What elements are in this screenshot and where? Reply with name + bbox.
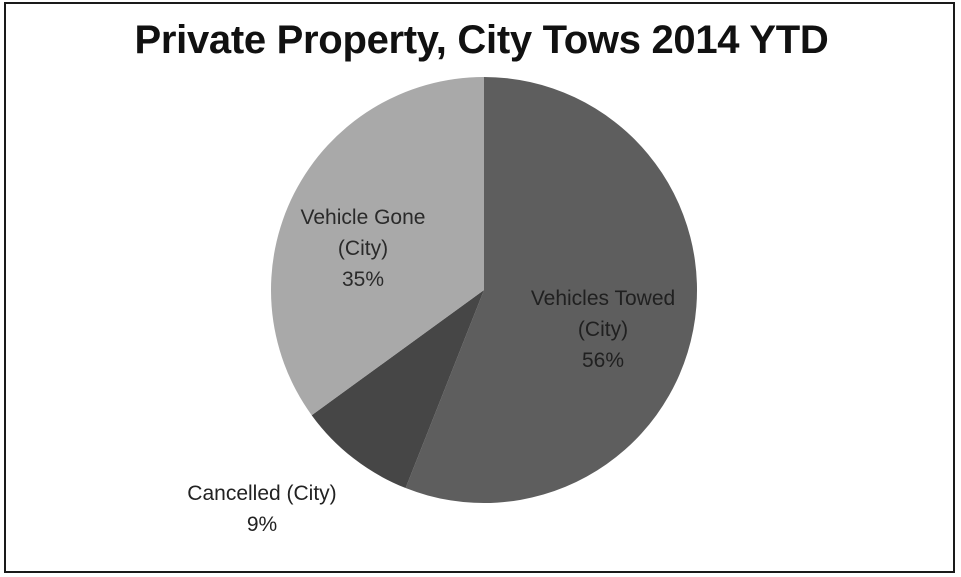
slice-name-line: (City) [578,318,628,341]
pie-slices [270,76,698,503]
data-label-vehicle-gone-city: Vehicle Gone (City) 35% [301,206,426,291]
slice-percent: 9% [247,513,277,536]
pie-slice-cancelled-city [311,290,484,489]
slice-name-line: Vehicle Gone [301,206,426,229]
pie-slice-vehicle-gone-city [270,76,484,416]
data-label-vehicles-towed-city: Vehicles Towed (City) 56% [531,287,675,372]
slice-name-line: Cancelled (City) [187,482,336,505]
slice-name-line: (City) [338,237,388,260]
pie-labels: Vehicles Towed (City) 56% Cancelled (City) 9… [187,206,675,536]
slice-percent: 56% [582,349,624,372]
pie-slice-vehicles-towed-city [405,77,698,503]
data-label-cancelled-city: Cancelled (City) 9% [187,482,336,536]
slice-percent: 35% [342,268,384,291]
slice-name-line: Vehicles Towed [531,287,675,310]
chart-title: Private Property, City Tows 2014 YTD [134,18,829,62]
